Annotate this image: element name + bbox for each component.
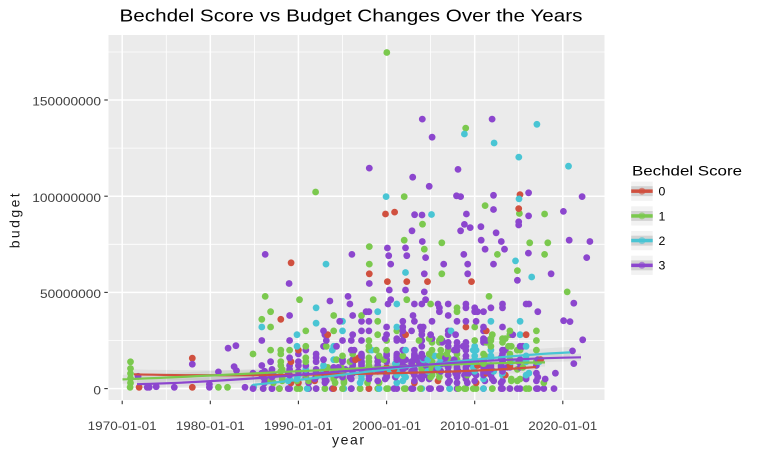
svg-text:Bechdel Score: Bechdel Score <box>632 163 742 178</box>
svg-text:150000000: 150000000 <box>32 95 101 109</box>
svg-text:50000000: 50000000 <box>40 287 101 301</box>
svg-text:2020-01-01: 2020-01-01 <box>528 419 597 433</box>
svg-text:1990-01-01: 1990-01-01 <box>264 419 333 433</box>
svg-text:0: 0 <box>659 185 666 199</box>
svg-text:Bechdel Score vs Budget Change: Bechdel Score vs Budget Changes Over the… <box>120 6 583 26</box>
svg-text:budget: budget <box>7 193 23 248</box>
svg-text:2000-01-01: 2000-01-01 <box>352 419 421 433</box>
svg-text:1980-01-01: 1980-01-01 <box>176 419 245 433</box>
svg-text:3: 3 <box>659 259 666 273</box>
svg-text:year: year <box>332 431 364 447</box>
svg-text:1970-01-01: 1970-01-01 <box>88 419 157 433</box>
svg-text:2010-01-01: 2010-01-01 <box>440 419 509 433</box>
svg-text:100000000: 100000000 <box>32 191 101 205</box>
svg-text:0: 0 <box>93 383 101 397</box>
svg-text:1: 1 <box>659 209 666 223</box>
svg-text:2: 2 <box>659 234 666 248</box>
